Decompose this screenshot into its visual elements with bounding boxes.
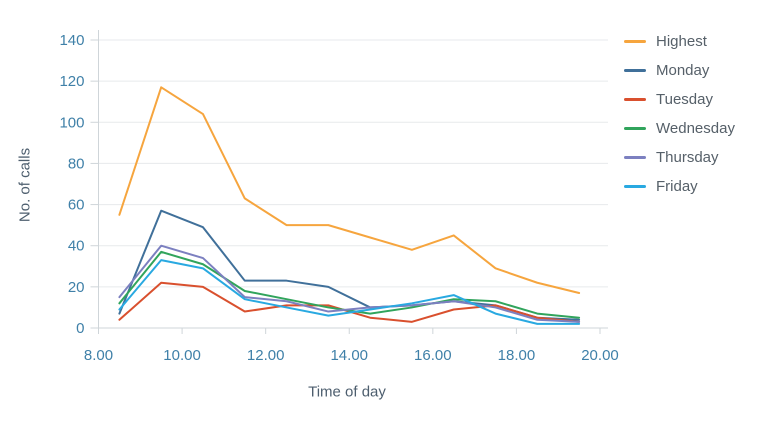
legend-swatch-wednesday — [624, 127, 646, 130]
legend-item-wednesday: Wednesday — [624, 114, 735, 143]
y-tick-label: 80 — [68, 155, 85, 172]
legend-swatch-tuesday — [624, 98, 646, 101]
legend-label-wednesday: Wednesday — [656, 120, 735, 137]
series-line-highest — [118, 86, 581, 295]
legend-label-tuesday: Tuesday — [656, 91, 713, 108]
legend-label-friday: Friday — [656, 178, 698, 195]
y-tick-label: 120 — [59, 73, 84, 90]
legend-item-highest: Highest — [624, 27, 735, 56]
x-tick-label: 10.00 — [163, 347, 201, 364]
legend-swatch-highest — [624, 40, 646, 43]
x-tick-label: 12.00 — [247, 347, 285, 364]
series-line-tuesday — [118, 281, 581, 323]
x-tick-label: 20.00 — [581, 347, 619, 364]
legend: Highest Monday Tuesday Wednesday Thursday Fri… — [624, 27, 735, 201]
legend-swatch-thursday — [624, 156, 646, 159]
legend-item-monday: Monday — [624, 56, 735, 85]
series-line-wednesday — [118, 250, 581, 319]
x-axis-title: Time of day — [308, 383, 386, 401]
legend-label-highest: Highest — [656, 33, 707, 50]
legend-item-friday: Friday — [624, 172, 735, 201]
legend-label-thursday: Thursday — [656, 149, 719, 166]
y-tick-label: 40 — [68, 238, 85, 255]
series-line-friday — [118, 259, 581, 325]
y-tick-label: 100 — [59, 114, 84, 131]
y-tick-label: 140 — [59, 32, 84, 49]
y-tick-label: 0 — [76, 320, 84, 337]
legend-swatch-friday — [624, 185, 646, 188]
series-line-thursday — [118, 244, 581, 323]
legend-swatch-monday — [624, 69, 646, 72]
x-tick-label: 8.00 — [84, 347, 113, 364]
x-tick-label: 18.00 — [498, 347, 536, 364]
y-tick-label: 60 — [68, 197, 85, 214]
x-tick-label: 16.00 — [414, 347, 452, 364]
legend-item-thursday: Thursday — [624, 143, 735, 172]
y-axis-title: No. of calls — [16, 147, 34, 223]
y-tick-label: 20 — [68, 279, 85, 296]
legend-item-tuesday: Tuesday — [624, 85, 735, 114]
legend-label-monday: Monday — [656, 62, 710, 79]
x-tick-label: 14.00 — [330, 347, 368, 364]
